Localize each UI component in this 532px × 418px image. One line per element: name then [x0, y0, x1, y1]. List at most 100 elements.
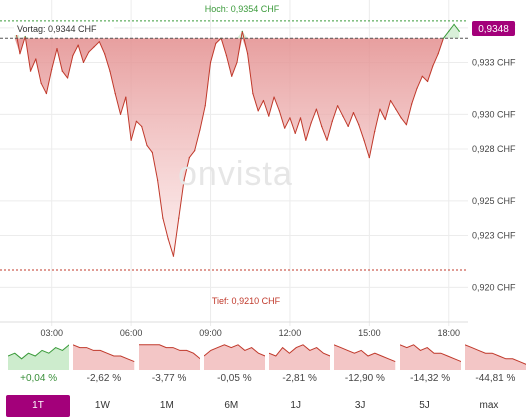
price-point [93, 46, 95, 48]
price-point [236, 61, 238, 64]
price-point [241, 30, 243, 32]
period-preview-6m[interactable]: -0,05 % [203, 340, 265, 388]
high-label: Hoch: 0,9354 CHF [205, 4, 280, 14]
price-line-segment [204, 62, 212, 106]
price-point [252, 92, 254, 95]
price-line-segment [411, 88, 418, 105]
mini-line [203, 344, 265, 357]
price-point [458, 30, 460, 32]
price-point [104, 53, 106, 55]
price-line-segment [194, 129, 201, 151]
price-line-segment [294, 117, 302, 134]
price-point [395, 108, 397, 110]
price-line-segment [300, 117, 307, 141]
price-point [183, 179, 185, 181]
price-point [268, 115, 270, 117]
tab-6m[interactable]: 6M [224, 400, 239, 411]
price-line-segment [183, 157, 190, 181]
price-line-segment [390, 100, 397, 110]
price-line-segment [273, 96, 280, 112]
tab-1m[interactable]: 1M [159, 400, 174, 411]
price-point [135, 120, 138, 122]
period-preview-1j[interactable]: -2,81 % [269, 340, 331, 388]
price-line-segment [67, 55, 74, 79]
period-preview-1t[interactable]: +0,04 % [8, 340, 70, 388]
tab-3j[interactable]: 3J [354, 400, 366, 411]
price-point [379, 108, 381, 110]
period-preview-1m[interactable]: -3,77 % [138, 340, 200, 388]
price-point [162, 217, 164, 219]
period-preview-1w[interactable]: -2,62 % [73, 340, 135, 388]
price-line-segment [199, 105, 206, 131]
mini-sparkline [203, 344, 265, 370]
price-point [368, 156, 370, 159]
price-line-segment [453, 24, 460, 32]
x-tick-label: 06:00 [120, 328, 143, 338]
mini-sparkline [334, 344, 396, 370]
price-line-segment [30, 58, 37, 72]
mini-area [138, 344, 200, 370]
price-line-segment [342, 115, 349, 127]
y-tick-label: 0,930 CHF [472, 109, 516, 119]
price-line-segment [157, 180, 164, 219]
price-line-segment [305, 122, 312, 141]
price-point [188, 156, 190, 159]
price-line-segment [353, 112, 360, 125]
price-point [257, 110, 259, 112]
price-point [363, 139, 365, 141]
price-line-segment [146, 145, 153, 153]
price-point [299, 117, 302, 119]
price-point [56, 48, 58, 50]
price-point [172, 255, 175, 257]
price-line-segment [225, 55, 233, 77]
price-point [437, 53, 439, 55]
mini-area [399, 344, 461, 370]
price-line-segment [241, 31, 249, 54]
current-value-text: 0,9348 [478, 24, 509, 35]
price-point [278, 110, 280, 112]
price-point [426, 80, 429, 83]
price-line-segment [120, 96, 127, 115]
price-line-segment [231, 62, 238, 77]
price-line-segment [98, 41, 106, 54]
tab-1j[interactable]: 1J [290, 400, 301, 411]
price-point [246, 53, 249, 55]
price-line-segment [315, 109, 323, 127]
price-point [35, 58, 37, 60]
price-point [294, 132, 296, 134]
price-point [109, 70, 111, 72]
x-tick-label: 18:00 [437, 328, 460, 338]
price-point [151, 151, 153, 154]
price-point [61, 70, 63, 72]
price-line-segment [278, 110, 286, 129]
price-point [209, 61, 212, 64]
tab-1w[interactable]: 1W [94, 400, 110, 411]
price-line-segment [326, 121, 333, 141]
reference-lines [0, 20, 468, 271]
price-point [352, 112, 355, 114]
price-point [215, 42, 217, 45]
price-line-segment [35, 58, 42, 84]
price-point [448, 30, 450, 32]
tab-1t[interactable]: 1T [6, 395, 70, 417]
price-point [19, 53, 21, 55]
price-point [389, 99, 392, 102]
price-line-segment [172, 218, 180, 257]
tab-max[interactable]: max [479, 400, 499, 411]
period-preview-3j[interactable]: -12,90 % [334, 340, 396, 388]
period-preview-5j[interactable]: -14,32 % [399, 340, 461, 388]
price-point [305, 139, 307, 141]
tab-5j[interactable]: 5J [419, 400, 430, 411]
price-point [156, 179, 159, 181]
period-change-label: -12,90 % [344, 373, 385, 384]
y-tick-label: 0,923 CHF [472, 230, 516, 240]
price-point [231, 75, 233, 77]
price-line-segment [104, 53, 111, 72]
price-point [146, 144, 148, 147]
period-preview-max[interactable]: -44,81 % [464, 340, 526, 388]
price-line-segment [421, 75, 428, 82]
price-point [432, 65, 434, 67]
period-change-label: -3,77 % [151, 373, 187, 384]
price-line-segment [268, 96, 275, 117]
mini-line [399, 344, 461, 363]
